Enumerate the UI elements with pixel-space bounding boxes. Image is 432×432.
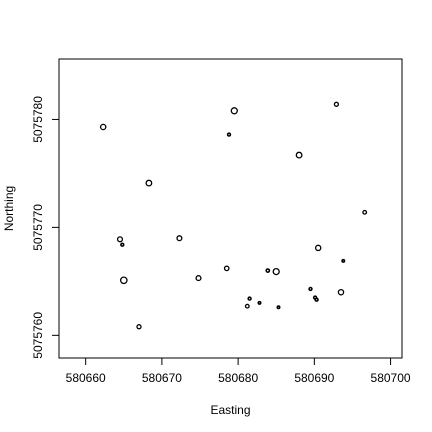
data-point	[195, 275, 202, 282]
data-point	[99, 123, 107, 131]
x-tick-label: 580680	[218, 371, 258, 385]
data-point	[308, 286, 313, 292]
x-tick-label: 580670	[142, 371, 182, 385]
data-point	[362, 209, 368, 215]
data-point	[223, 265, 230, 272]
data-point	[295, 151, 303, 159]
data-point	[247, 296, 252, 301]
data-point	[119, 276, 128, 285]
data-point	[265, 268, 271, 274]
data-point	[120, 242, 125, 247]
x-axis-title: Easting	[210, 403, 250, 417]
data-point	[341, 258, 346, 263]
x-axis: 580660 580670 580680 580690 580700	[66, 357, 411, 385]
data-point	[176, 235, 183, 242]
data-point	[136, 324, 142, 330]
data-point	[116, 236, 124, 243]
y-tick-label: 5075780	[31, 96, 45, 143]
y-axis-title: Northing	[2, 186, 16, 231]
data-point	[272, 267, 280, 276]
data-point	[145, 179, 153, 187]
data-points	[99, 101, 368, 330]
data-point	[257, 300, 262, 305]
x-tick-label: 580690	[294, 371, 334, 385]
data-point	[337, 288, 345, 296]
y-tick-label: 5075770	[31, 204, 45, 251]
x-tick-label: 580700	[371, 371, 411, 385]
y-axis: 5075760 5075770 5075780	[31, 96, 60, 359]
data-point	[230, 107, 238, 115]
data-point	[314, 244, 322, 252]
data-point	[276, 305, 281, 310]
y-tick-label: 5075760	[31, 312, 45, 359]
data-point	[333, 101, 340, 107]
data-point	[244, 303, 250, 309]
data-point	[314, 297, 319, 302]
plot-area-frame	[58, 58, 403, 359]
x-tick-label: 580660	[66, 371, 106, 385]
data-point	[226, 132, 232, 137]
